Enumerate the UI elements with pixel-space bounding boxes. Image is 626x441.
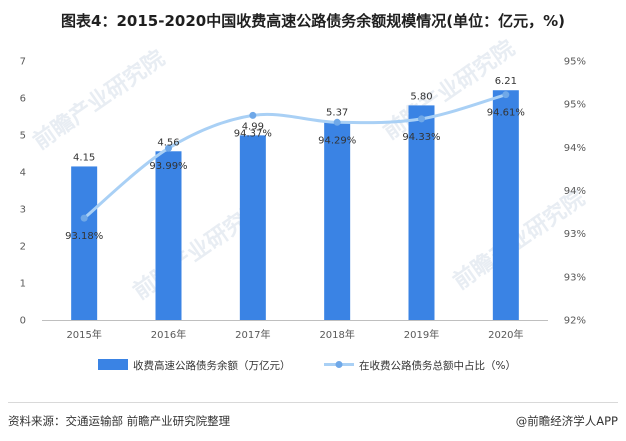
line-point [80,214,88,222]
footer-brand: @前瞻经济学人APP [516,414,618,428]
line-value-label: 93.18% [65,231,103,242]
footer-source: 资料来源：交通运输部 前瞻产业研究院整理 [8,414,231,428]
data-labels: 4.15 4.56 4.99 5.37 5.80 6.21 93.18% 93.99% 94.3… [65,76,525,242]
x-tick-label: 2019年 [404,328,439,341]
legend-bar-swatch [98,359,128,370]
bar-value-label: 4.15 [73,152,95,163]
y-left-tick-label: 5 [20,131,26,142]
y-right-tick-label: 95% [564,100,586,111]
x-tick-label: 2016年 [151,328,186,341]
x-tick-label: 2015年 [66,328,101,341]
line-point [418,115,425,123]
y-right-tick-label: 93% [564,272,586,283]
bar-value-label: 5.37 [326,107,348,118]
line-point [333,118,341,126]
line-value-label: 94.61% [487,108,525,119]
y-right-tick-label: 95% [564,57,586,68]
x-tick-label: 2017年 [235,328,270,341]
y-left-tick-label: 6 [20,94,26,105]
bar [492,90,519,320]
legend-line-marker [335,361,343,368]
y-left-tick-label: 2 [20,242,26,253]
line-value-label: 94.29% [318,135,356,146]
y-right-tick-label: 92% [564,316,586,327]
line-series [80,91,510,222]
legend-line-label: 在收费公路债务总额中占比（%） [359,359,516,372]
y-left-tick-label: 3 [20,205,26,216]
bar [408,105,435,321]
y-left-tick-label: 0 [20,316,26,327]
line-value-label: 94.33% [402,132,440,143]
line-value-label: 93.99% [149,161,187,172]
y-left-tick-label: 1 [20,279,26,290]
bar [155,151,182,320]
bar-series [71,90,519,321]
legend: 收费高速公路债务余额（万亿元） 在收费公路债务总额中占比（%） [98,359,516,372]
line-value-label: 94.37% [234,128,272,139]
chart-title: 图表4：2015-2020中国收费高速公路债务余额规模情况(单位：亿元，%) [61,12,565,30]
watermark-text: 前瞻产业研究院 [29,45,170,155]
y-left-tick-label: 7 [20,57,26,68]
y-right-tick-label: 94% [564,186,586,197]
bar-value-label: 5.80 [410,91,432,102]
y-left-tick-label: 4 [20,168,26,179]
line-point [502,91,510,99]
line-point [249,111,257,119]
bar [239,135,266,320]
bar [71,166,98,320]
bar [324,121,351,320]
bar-value-label: 6.21 [495,76,517,87]
axes: 0 1 2 3 4 5 6 7 92% 93% 93% 94% 94% 95% 95% 2015年 2016年 2… [20,57,586,342]
y-right-tick-label: 94% [564,143,586,154]
legend-bar-label: 收费高速公路债务余额（万亿元） [133,359,291,372]
x-tick-label: 2018年 [319,328,354,341]
y-right-tick-label: 93% [564,229,586,240]
line-path [83,93,507,220]
bar-value-label: 4.56 [157,137,179,148]
line-point [165,144,172,152]
x-tick-label: 2020年 [488,328,523,341]
bar-value-label: 4.99 [242,121,264,132]
